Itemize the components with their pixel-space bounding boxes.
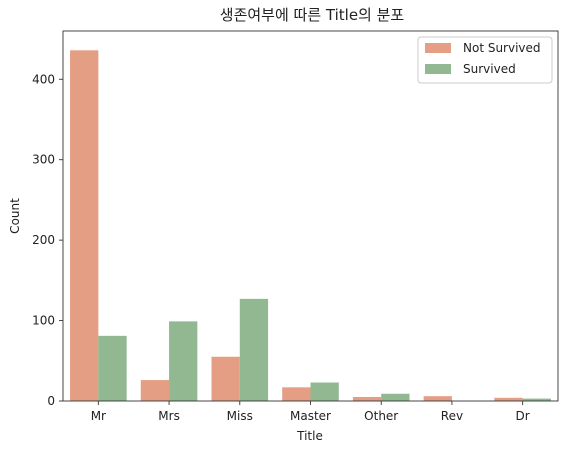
bar-survived-mrs xyxy=(169,321,198,401)
y-tick-label: 200 xyxy=(32,233,55,247)
bar-survived-other xyxy=(381,393,410,401)
bar-not-survived-miss xyxy=(211,356,240,401)
x-tick-label-master: Master xyxy=(290,409,331,423)
y-tick-label: 100 xyxy=(32,314,55,328)
bars-group xyxy=(70,50,551,402)
y-tick-label: 300 xyxy=(32,153,55,167)
bar-not-survived-other xyxy=(352,396,382,401)
bar-not-survived-master xyxy=(282,387,311,401)
bar-survived-master xyxy=(310,382,339,401)
x-tick-label-dr: Dr xyxy=(516,409,530,423)
bar-not-survived-rev xyxy=(423,396,452,401)
legend-label-survived: Survived xyxy=(463,62,516,76)
bar-survived-dr xyxy=(522,398,551,401)
bar-not-survived-mr xyxy=(70,50,99,402)
y-tick-label: 400 xyxy=(32,72,55,86)
x-axis-label: Title xyxy=(296,429,323,443)
legend: Not Survived Survived xyxy=(417,36,553,84)
plot-frame xyxy=(62,30,559,402)
x-tick-label-mr: Mr xyxy=(91,409,106,423)
legend-swatch-not-survived xyxy=(425,43,451,53)
bar-survived-mr xyxy=(98,335,127,401)
x-tick-label-mrs: Mrs xyxy=(158,409,180,423)
legend-swatch-survived xyxy=(425,64,451,74)
legend-box xyxy=(417,36,553,84)
x-tick-label-rev: Rev xyxy=(441,409,463,423)
chart-title: 생존여부에 따른 Title의 분포 xyxy=(220,6,405,24)
bar-survived-miss xyxy=(239,298,269,401)
x-axis: Mr Mrs Miss Master Other Rev Dr xyxy=(91,401,530,423)
legend-label-not-survived: Not Survived xyxy=(463,41,541,55)
x-tick-label-other: Other xyxy=(364,409,398,423)
y-axis: 0 100 200 300 400 xyxy=(32,72,63,408)
bar-not-survived-dr xyxy=(494,397,523,401)
y-axis-label: Count xyxy=(8,198,22,234)
y-tick-label: 0 xyxy=(47,394,55,408)
x-tick-label-miss: Miss xyxy=(227,409,253,423)
bar-not-survived-mrs xyxy=(140,380,170,401)
